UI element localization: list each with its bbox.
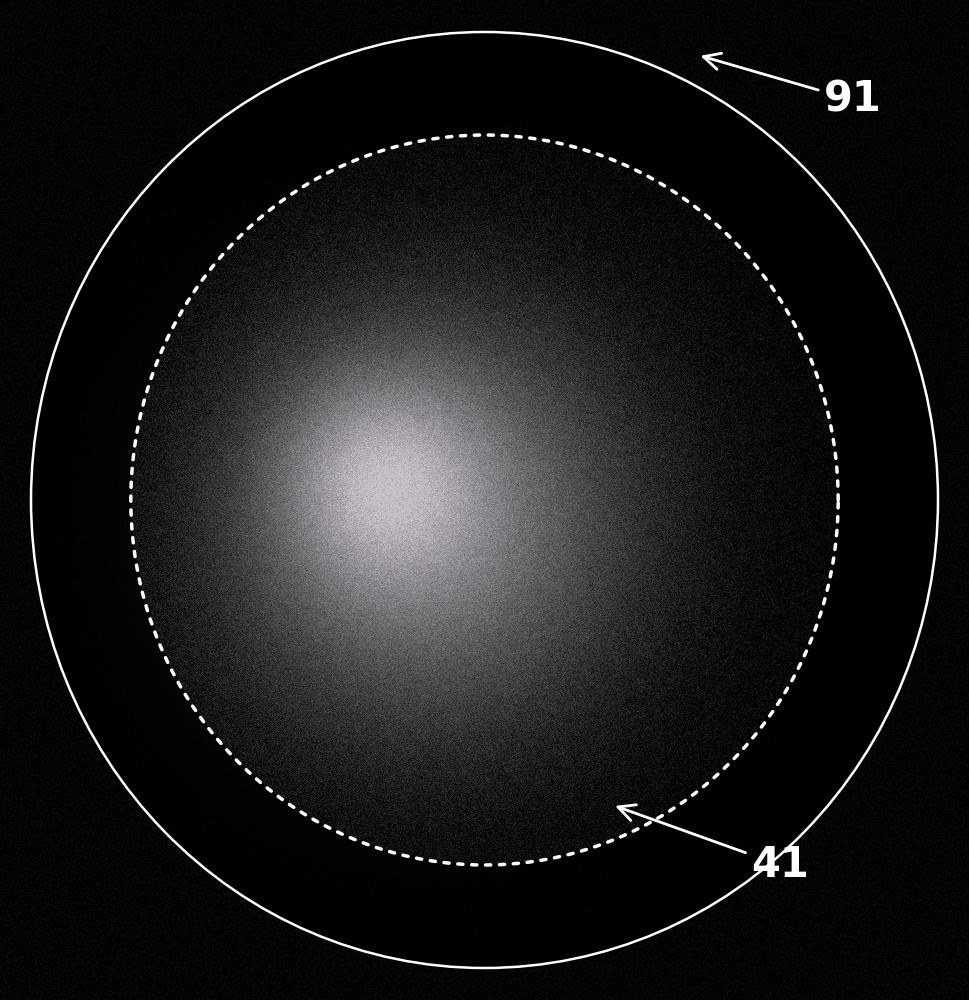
Text: 91: 91 [703,53,882,121]
Text: 41: 41 [618,805,809,886]
